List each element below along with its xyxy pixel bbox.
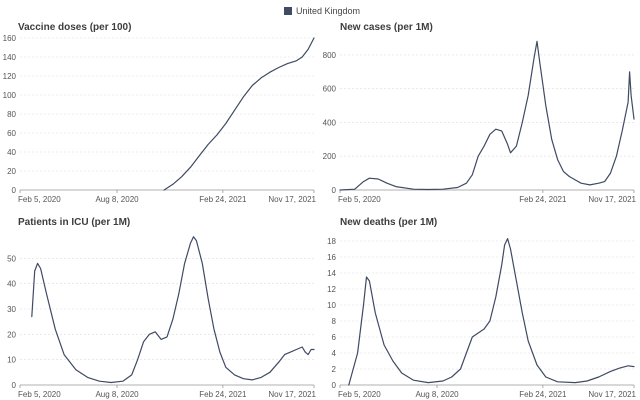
y-tick-label: 20	[7, 167, 16, 176]
x-tick-label: Aug 8, 2020	[95, 195, 139, 204]
y-tick-label: 0	[12, 381, 17, 390]
y-tick-label: 60	[7, 129, 16, 138]
series-line-united-kingdom[interactable]	[163, 37, 315, 191]
y-tick-label: 18	[327, 237, 336, 246]
y-tick-label: 30	[7, 305, 16, 314]
y-tick-label: 50	[7, 254, 16, 263]
legend[interactable]: United Kingdom	[284, 6, 360, 16]
y-tick-label: 800	[323, 51, 337, 60]
y-tick-label: 600	[323, 85, 337, 94]
x-tick-label: Feb 5, 2020	[18, 195, 61, 204]
x-tick-label: Feb 24, 2021	[199, 390, 247, 399]
x-tick-label: Feb 5, 2020	[338, 195, 381, 204]
y-tick-label: 400	[323, 118, 337, 127]
y-tick-label: 4	[332, 349, 337, 358]
y-tick-label: 120	[3, 72, 17, 81]
x-tick-label: Feb 5, 2020	[338, 390, 381, 399]
panel-title: Vaccine doses (per 100)	[18, 22, 131, 33]
y-tick-label: 80	[7, 110, 16, 119]
x-tick-label: Feb 24, 2021	[519, 195, 567, 204]
chart-panel-1: Vaccine doses (per 100) 0 20 40 60 80 100 120 14…	[3, 22, 317, 204]
chart-panel-4: New deaths (per 1M) 0 2 4 6 8 10 12 14 16 18 Feb 5,…	[327, 217, 636, 399]
x-tick-label: Feb 5, 2020	[18, 390, 61, 399]
x-tick-label: Nov 17, 2021	[268, 195, 316, 204]
y-tick-label: 2	[332, 365, 337, 374]
y-tick-label: 0	[332, 186, 337, 195]
x-tick-label: Aug 8, 2020	[95, 390, 139, 399]
x-tick-label: Feb 24, 2021	[519, 390, 567, 399]
y-tick-label: 14	[327, 269, 336, 278]
y-tick-label: 10	[327, 301, 336, 310]
y-tick-label: 16	[327, 253, 336, 262]
y-tick-label: 200	[323, 152, 337, 161]
panel-title: New cases (per 1M)	[340, 22, 433, 33]
x-tick-label: Nov 17, 2021	[588, 390, 636, 399]
y-tick-label: 8	[332, 317, 337, 326]
panel-title: New deaths (per 1M)	[340, 217, 437, 228]
y-tick-label: 40	[7, 148, 16, 157]
y-tick-label: 6	[332, 333, 337, 342]
y-tick-label: 12	[327, 285, 336, 294]
y-tick-label: 100	[3, 91, 17, 100]
series-line-united-kingdom[interactable]	[31, 236, 315, 384]
x-tick-label: Nov 17, 2021	[588, 195, 636, 204]
y-tick-label: 40	[7, 280, 16, 289]
x-tick-label: Nov 17, 2021	[268, 390, 316, 399]
panel-title: Patients in ICU (per 1M)	[18, 217, 130, 228]
x-tick-label: Feb 24, 2021	[199, 195, 247, 204]
legend-label: United Kingdom	[296, 6, 360, 16]
series-line-united-kingdom[interactable]	[348, 238, 635, 386]
y-tick-label: 0	[332, 381, 337, 390]
y-tick-label: 20	[7, 330, 16, 339]
x-tick-label: Aug 8, 2020	[415, 390, 459, 399]
chart-panel-2: New cases (per 1M) 0 200 400 600 800 Feb 5, 20…	[323, 22, 637, 204]
y-tick-label: 160	[3, 34, 17, 43]
y-tick-label: 0	[12, 186, 17, 195]
y-tick-label: 10	[7, 356, 16, 365]
y-tick-label: 140	[3, 53, 17, 62]
chart-panel-3: Patients in ICU (per 1M) 0 10 20 30 40 50 Feb 5…	[7, 217, 316, 399]
series-line-united-kingdom[interactable]	[339, 40, 635, 191]
legend-swatch	[284, 7, 292, 15]
